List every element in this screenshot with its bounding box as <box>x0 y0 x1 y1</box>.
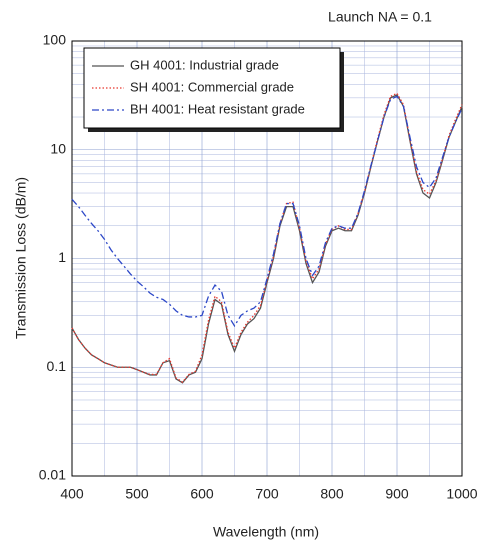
x-tick-label: 700 <box>255 486 279 502</box>
y-tick-label: 0.1 <box>47 358 67 374</box>
legend-box <box>83 47 341 129</box>
x-axis-label: Wavelength (nm) <box>213 524 319 540</box>
y-tick-label: 10 <box>50 140 66 156</box>
y-axis-label: Transmission Loss (dB/m) <box>13 177 29 339</box>
x-tick-label: 600 <box>190 486 214 502</box>
y-tick-label: 0.01 <box>39 467 66 483</box>
x-tick-label: 800 <box>320 486 344 502</box>
x-tick-label: 500 <box>125 486 149 502</box>
x-tick-label: 400 <box>60 486 84 502</box>
legend-label: GH 4001: Industrial grade <box>130 57 279 72</box>
chart-title: Launch NA = 0.1 <box>328 9 432 25</box>
x-tick-label: 900 <box>385 486 409 502</box>
x-tick-label: 1000 <box>446 486 477 502</box>
y-tick-label: 100 <box>43 32 67 48</box>
legend-label: SH 4001: Commercial grade <box>130 79 294 94</box>
series-line <box>71 93 463 384</box>
legend-label: BH 4001: Heat resistant grade <box>130 101 305 116</box>
plot-frame <box>71 40 463 477</box>
y-tick-label: 1 <box>58 249 66 265</box>
series-line <box>71 95 463 328</box>
